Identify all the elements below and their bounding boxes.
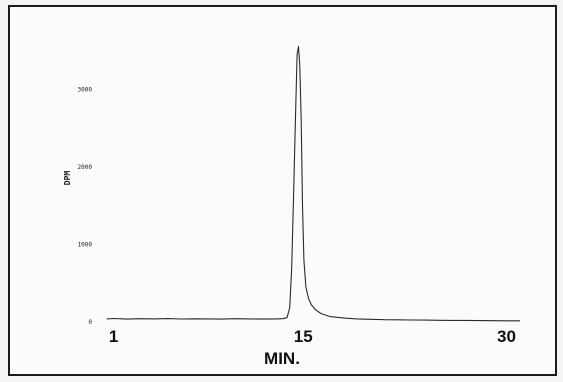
x-tick-label: 30 <box>497 327 516 346</box>
y-tick-label: 1000 <box>78 241 93 248</box>
series-line <box>106 46 520 322</box>
x-axis-label: MIN. <box>264 349 300 368</box>
x-tick-label: 1 <box>109 327 118 346</box>
y-tick-label: 3000 <box>78 86 93 93</box>
chart-frame <box>8 5 557 376</box>
x-axis-ticks: 1 15 30 <box>109 327 516 346</box>
y-axis-ticks: 0 1000 2000 3000 <box>78 86 93 326</box>
x-tick-label: 15 <box>294 327 313 346</box>
y-axis-label: DPM <box>63 171 72 186</box>
y-tick-label: 2000 <box>78 164 93 171</box>
y-tick-label: 0 <box>88 319 92 326</box>
